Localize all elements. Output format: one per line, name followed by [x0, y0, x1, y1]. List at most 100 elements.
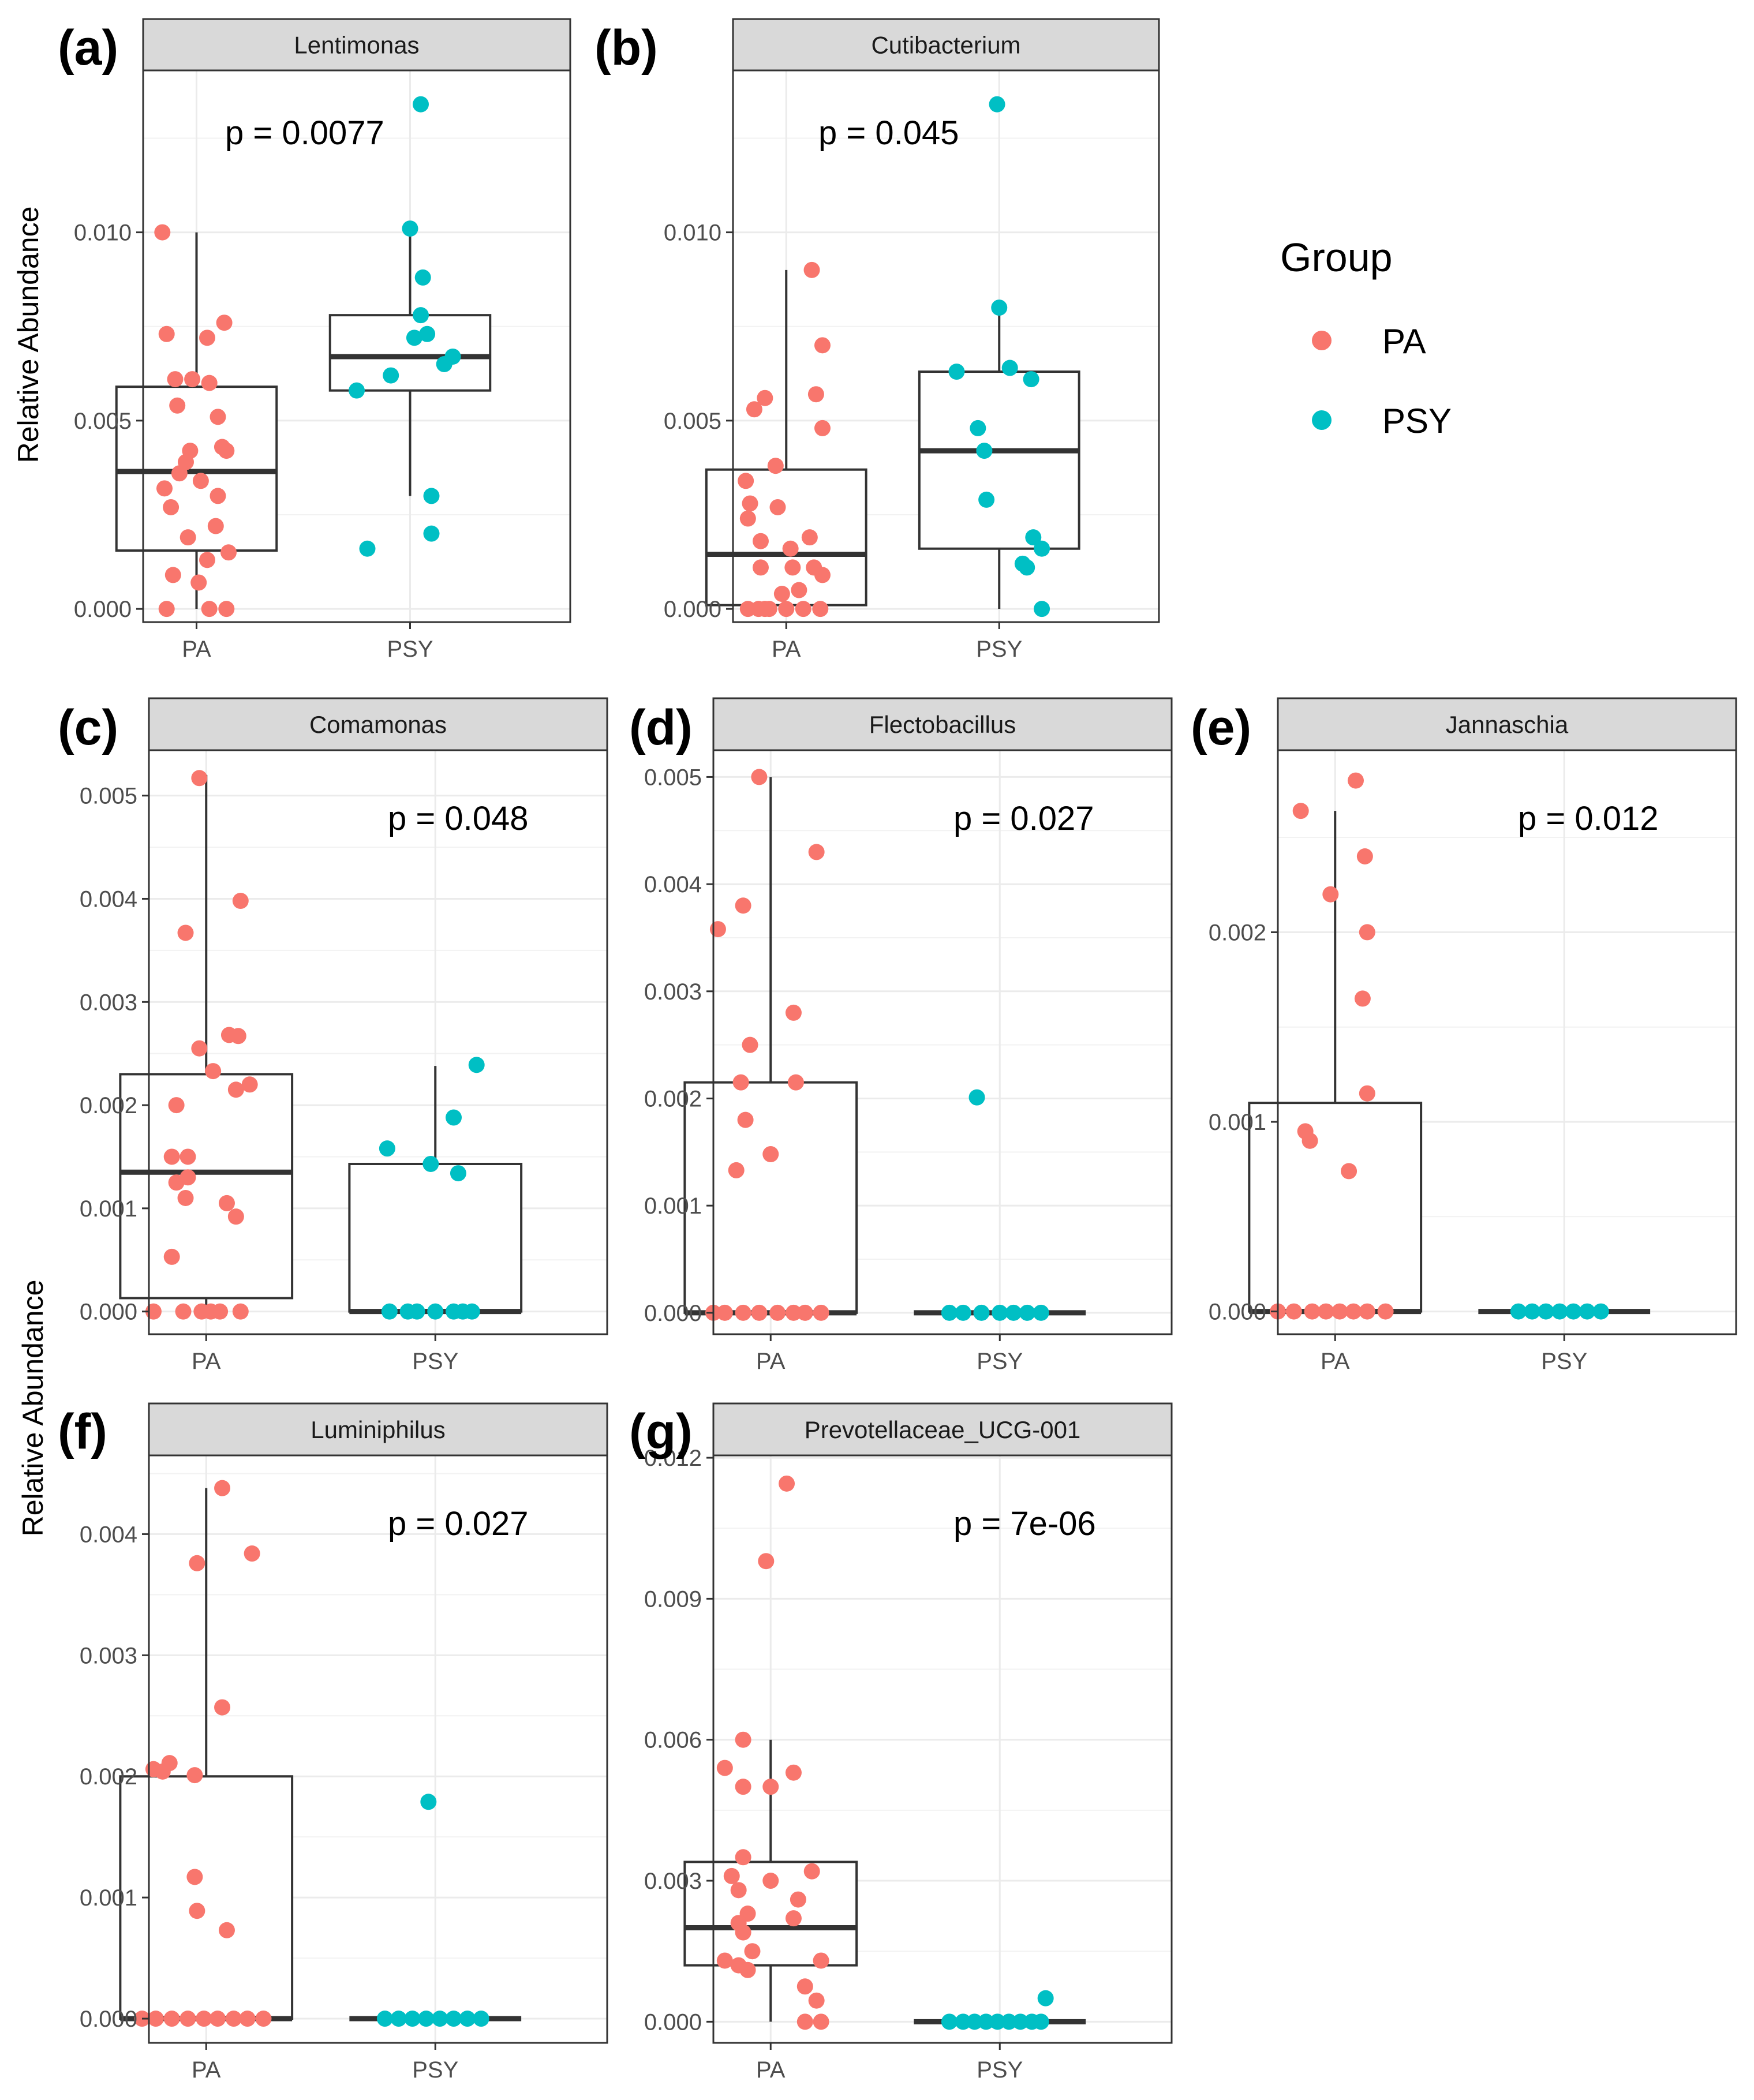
p-value: p = 0.0077	[225, 114, 384, 152]
data-point-pa	[1332, 1303, 1348, 1320]
data-point-pa	[814, 420, 831, 436]
data-point-pa	[778, 601, 795, 617]
data-point-pa	[147, 2011, 164, 2027]
data-point-psy	[1034, 601, 1050, 617]
data-point-psy	[468, 1057, 485, 1073]
y-tick-label: 0.000	[80, 2007, 137, 2032]
data-point-pa	[175, 1303, 192, 1320]
data-point-pa	[207, 518, 224, 534]
p-value: p = 0.012	[1518, 800, 1659, 837]
data-point-pa	[227, 1208, 244, 1225]
data-point-pa	[813, 2013, 829, 2030]
data-point-psy	[473, 2011, 489, 2027]
panel-a: Lentimonas 0.000 0.005 0.010 PA PSY p = 0.0077…	[58, 18, 571, 662]
data-point-pa	[735, 1304, 751, 1321]
data-point-pa	[158, 325, 175, 342]
data-point-pa	[177, 924, 194, 941]
data-point-psy	[423, 525, 440, 542]
data-point-pa	[796, 2013, 813, 2030]
data-point-pa	[752, 533, 769, 549]
data-point-pa	[769, 499, 786, 515]
data-point-psy	[446, 2011, 462, 2027]
data-point-pa	[762, 1873, 779, 1889]
y-tick-label: 0.003	[80, 1643, 137, 1668]
data-point-pa	[813, 1952, 829, 1969]
y-tick-label: 0.003	[644, 1869, 702, 1894]
panel-b: Cutibacterium 0.000 0.005 0.010 PA PSY p = 0.0…	[594, 18, 1160, 662]
data-point-pa	[168, 1174, 185, 1191]
x-tick-label: PSY	[412, 2057, 458, 2083]
box-pa	[119, 1073, 294, 1300]
data-point-psy	[941, 2013, 958, 2030]
data-point-psy	[349, 382, 365, 399]
p-value: p = 0.027	[388, 1505, 529, 1543]
data-point-psy	[1025, 529, 1042, 546]
panel-c: Comamonas 0.000 0.001 0.002 0.003 0.004 0.005 P…	[58, 697, 608, 1374]
y-tick-label: 0.005	[664, 409, 721, 434]
data-point-psy	[383, 367, 399, 384]
data-point-pa	[199, 330, 215, 346]
data-point-pa	[785, 1764, 802, 1781]
data-point-pa	[801, 529, 818, 546]
x-tick-label: PSY	[976, 637, 1022, 662]
data-point-pa	[225, 2011, 242, 2027]
data-point-pa	[186, 1869, 203, 1885]
data-point-pa	[767, 458, 784, 474]
data-point-pa	[205, 1063, 222, 1080]
data-point-psy	[941, 1304, 958, 1321]
data-point-pa	[230, 1028, 246, 1045]
x-tick-label: PA	[192, 1349, 221, 1374]
data-point-pa	[156, 480, 173, 497]
y-tick-label: 0.002	[644, 1086, 702, 1111]
data-point-psy	[1034, 540, 1050, 557]
data-point-pa	[210, 488, 226, 504]
strip-title: Jannaschia	[1446, 711, 1569, 738]
data-point-psy	[976, 443, 993, 459]
panel-label: (g)	[629, 1404, 693, 1459]
data-point-pa	[210, 2011, 226, 2027]
data-point-pa	[189, 1555, 205, 1571]
data-point-pa	[769, 1304, 786, 1321]
data-point-psy	[978, 491, 995, 508]
strip	[1277, 697, 1737, 751]
panel-label: (f)	[58, 1404, 107, 1459]
data-point-psy	[404, 2011, 421, 2027]
data-point-pa	[795, 601, 811, 617]
data-point-pa	[752, 559, 769, 576]
data-point-psy	[1001, 2013, 1018, 2030]
data-point-pa	[201, 601, 218, 617]
x-tick-label: PSY	[412, 1349, 458, 1374]
data-point-pa	[738, 473, 754, 489]
x-tick-label: PA	[756, 2057, 786, 2083]
box-pa	[705, 468, 867, 607]
data-point-psy	[1019, 1304, 1035, 1321]
data-point-psy	[1538, 1303, 1554, 1320]
data-point-pa	[751, 769, 768, 785]
panel-g: Prevotellaceae_UCG-001 0.000 0.003 0.006 0.0…	[629, 1402, 1173, 2083]
data-point-pa	[1377, 1303, 1394, 1320]
data-point-pa	[218, 601, 235, 617]
data-point-pa	[716, 1760, 733, 1776]
data-point-pa	[158, 601, 175, 617]
panel-label: (d)	[629, 700, 693, 755]
data-point-pa	[744, 1943, 761, 1960]
box-pa	[115, 385, 278, 552]
data-point-pa	[785, 1304, 802, 1321]
y-tick-label: 0.002	[80, 1093, 137, 1118]
strip	[712, 697, 1173, 751]
strip	[732, 18, 1160, 72]
data-point-psy	[955, 1304, 971, 1321]
data-point-psy	[1005, 1304, 1022, 1321]
data-point-psy	[989, 2013, 1006, 2030]
x-tick-label: PSY	[1541, 1349, 1587, 1374]
data-point-psy	[409, 1303, 425, 1320]
data-point-pa	[218, 1195, 235, 1211]
strip	[148, 1402, 608, 1457]
y-tick-label: 0.001	[1209, 1110, 1266, 1135]
data-point-pa	[1341, 1163, 1357, 1180]
panel-label: (e)	[1191, 700, 1251, 755]
y-tick-label: 0.000	[74, 597, 132, 622]
data-point-psy	[413, 96, 429, 113]
data-point-pa	[241, 1076, 258, 1093]
data-point-pa	[1302, 1132, 1318, 1149]
